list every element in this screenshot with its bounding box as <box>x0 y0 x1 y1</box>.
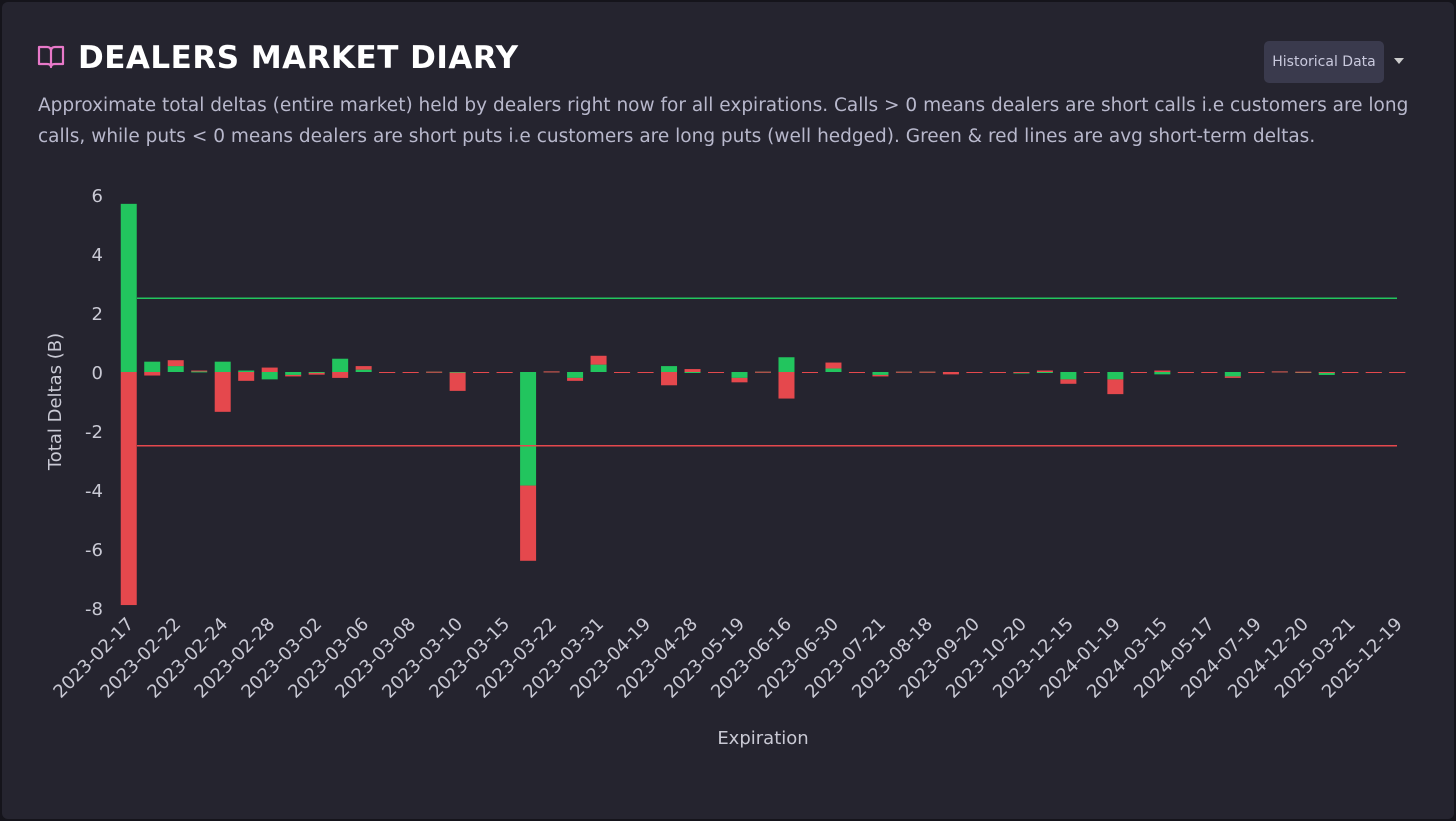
bar-segment <box>355 366 372 370</box>
y-tick-label: -4 <box>85 481 103 502</box>
bar-segment <box>496 372 513 373</box>
bar-segment <box>402 372 419 373</box>
x-axis-title: Expiration <box>717 728 808 749</box>
title: DEALERS MARKET DIARY <box>78 40 519 76</box>
historical-data-button[interactable]: Historical Data <box>1264 41 1384 83</box>
bar-segment <box>778 357 795 372</box>
bar-segment <box>684 372 701 373</box>
bar-segment <box>731 372 748 378</box>
bar-segment <box>1154 372 1171 375</box>
bar-segment <box>1342 372 1359 373</box>
bar-segment <box>590 364 607 372</box>
bar-segment <box>238 370 255 372</box>
bar-segment <box>167 360 184 367</box>
bar-segment <box>355 369 372 372</box>
bar-segment <box>567 372 584 378</box>
bar-segment <box>661 366 678 372</box>
bar-segment <box>895 371 912 373</box>
bar-segment <box>1107 379 1124 395</box>
y-tick-label: -2 <box>85 422 103 443</box>
bar-segment <box>731 377 748 383</box>
bar-segment <box>825 368 842 372</box>
bar-segment <box>590 355 607 365</box>
bar-segment <box>1013 372 1030 373</box>
book-icon <box>37 45 65 69</box>
bar-segment <box>214 361 231 372</box>
dropdown-caret[interactable] <box>1394 58 1404 64</box>
y-tick-label: 2 <box>92 304 103 325</box>
bar-segment <box>144 361 161 372</box>
bar-segment <box>801 372 818 373</box>
bar-segment <box>120 203 137 372</box>
bar-segment <box>1154 370 1171 372</box>
bar-segment <box>1389 372 1406 373</box>
bar-segment <box>520 372 537 486</box>
bar-segment <box>1224 376 1241 378</box>
y-tick-label: 0 <box>92 363 103 384</box>
bar-segment <box>167 366 184 372</box>
bar-segment <box>614 372 631 373</box>
bar-segment <box>191 370 208 372</box>
bar-segment <box>1318 372 1335 373</box>
bar-segment <box>379 372 396 373</box>
bar-segment <box>872 372 889 375</box>
bar-segment <box>825 362 842 369</box>
bar-segment <box>778 372 795 399</box>
bar-segment <box>942 372 959 375</box>
bar-segment <box>567 377 584 381</box>
bar-segment <box>1248 372 1265 373</box>
bar-segment <box>1224 372 1241 377</box>
y-tick-label: 4 <box>92 245 103 266</box>
bar-segment <box>1036 370 1053 372</box>
bar-segment <box>1177 372 1194 373</box>
bar-segment <box>848 372 865 373</box>
bar-segment <box>755 371 771 373</box>
bar-segment <box>449 372 466 391</box>
bar-segment <box>520 485 537 561</box>
bar-segment <box>1130 372 1147 373</box>
bar-segment <box>332 358 349 372</box>
bar-segment <box>285 372 302 375</box>
bar-segment <box>1036 372 1053 373</box>
description: Approximate total deltas (entire market)… <box>38 95 1409 147</box>
bar-segment <box>966 372 983 373</box>
y-tick-label: -8 <box>85 599 103 620</box>
bar-segment <box>1201 372 1218 373</box>
bar-segment <box>332 372 349 378</box>
bar-segment <box>120 372 137 606</box>
bar-segment <box>708 372 725 373</box>
bar-segment <box>1271 371 1288 373</box>
bar-segment <box>285 374 302 377</box>
bar-segment <box>261 367 278 372</box>
y-axis-title: Total Deltas (B) <box>45 333 66 471</box>
bar-segment <box>261 372 278 380</box>
bar-segment <box>473 372 490 373</box>
bar-segment <box>1060 372 1077 380</box>
bar-segment <box>191 371 208 373</box>
bar-segment <box>684 369 701 372</box>
bar-segment <box>543 371 560 373</box>
bar-segment <box>872 374 889 377</box>
bar-segment <box>1083 372 1100 373</box>
bar-segment <box>919 371 936 373</box>
bar-segment <box>449 372 466 373</box>
bar-segment <box>426 371 443 373</box>
bar-segment <box>144 372 161 376</box>
bar-segment <box>308 372 325 373</box>
bar-segment <box>214 372 231 412</box>
bar-segment <box>989 372 1006 373</box>
bar-segment <box>637 372 654 373</box>
bar-segment <box>661 372 678 386</box>
bar-segment <box>1060 379 1077 384</box>
y-tick-label: -6 <box>85 540 103 561</box>
y-tick-label: 6 <box>92 186 103 207</box>
bar-segment <box>308 372 325 375</box>
bar-segment <box>238 372 255 381</box>
bar-segment <box>1295 371 1312 373</box>
bar-segment <box>1318 372 1335 375</box>
bar-segment <box>1365 372 1382 373</box>
bar-segment <box>1107 372 1124 380</box>
